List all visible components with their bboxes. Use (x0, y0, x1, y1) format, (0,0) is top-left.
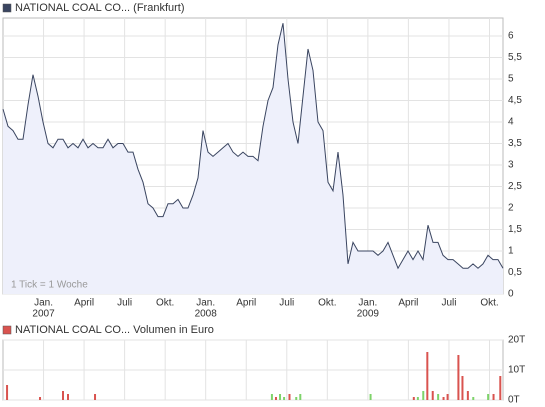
bar (492, 394, 495, 400)
bar (422, 391, 425, 400)
bar (369, 394, 372, 400)
legend-swatch (2, 325, 12, 335)
x-year-label: 2008 (195, 309, 218, 320)
x-tick-label: April (236, 298, 256, 309)
bar (270, 394, 273, 400)
bar (442, 397, 445, 400)
x-tick-label: Jan. (34, 298, 53, 309)
bar (437, 394, 440, 400)
bar (6, 385, 9, 400)
x-tick-label: Okt. (156, 298, 174, 309)
annotation: 1 Tick = 1 Woche (11, 280, 88, 291)
bar (288, 394, 291, 400)
y-tick-label: 1,5 (508, 224, 522, 235)
x-year-label: 2007 (32, 309, 55, 320)
bar (412, 397, 415, 400)
bar (67, 394, 69, 400)
x-tick-label: Juli (117, 298, 132, 309)
y-tick-label: 0 (508, 289, 514, 300)
y-tick-label: 2,5 (508, 181, 522, 192)
y-tick-label: 20T (508, 335, 525, 346)
x-tick-label: Juli (441, 298, 456, 309)
bar (466, 391, 469, 400)
y-tick-label: 10T (508, 365, 525, 376)
x-tick-label: Juli (279, 298, 294, 309)
y-tick-label: 0T (508, 395, 520, 406)
bar (446, 394, 449, 400)
bar (499, 376, 502, 400)
legend-swatch (2, 3, 12, 13)
y-tick-label: 5 (508, 74, 514, 85)
legend-label: NATIONAL COAL CO... Volumen in Euro (15, 324, 214, 336)
y-tick-label: 3,5 (508, 138, 522, 149)
legend-label: NATIONAL COAL CO... (Frankfurt) (15, 2, 185, 14)
x-tick-label: Jan. (358, 298, 377, 309)
x-tick-label: Okt. (318, 298, 336, 309)
bar (279, 394, 282, 400)
bar (461, 376, 464, 400)
bar (416, 397, 419, 400)
bar (426, 352, 429, 400)
bar (457, 355, 460, 400)
bar (295, 397, 298, 400)
x-year-label: 2009 (357, 309, 380, 320)
y-tick-label: 3 (508, 160, 514, 171)
bar (274, 397, 277, 400)
y-tick-label: 4 (508, 117, 514, 128)
x-tick-label: April (398, 298, 418, 309)
bar (39, 397, 42, 400)
bar (472, 397, 475, 400)
y-tick-label: 2 (508, 203, 514, 214)
bar (299, 394, 302, 400)
y-tick-label: 5,5 (508, 52, 522, 63)
bar (431, 391, 434, 400)
bar (487, 394, 490, 400)
x-tick-label: Jan. (196, 298, 215, 309)
bar (62, 391, 64, 400)
bar (283, 397, 286, 400)
y-tick-label: 4,5 (508, 95, 522, 106)
x-tick-label: April (74, 298, 94, 309)
y-tick-label: 0,5 (508, 267, 522, 278)
y-tick-label: 1 (508, 246, 514, 257)
y-tick-label: 6 (508, 31, 514, 42)
bar (94, 394, 97, 400)
line (2, 23, 504, 270)
x-tick-label: Okt. (480, 298, 498, 309)
area (3, 23, 503, 294)
